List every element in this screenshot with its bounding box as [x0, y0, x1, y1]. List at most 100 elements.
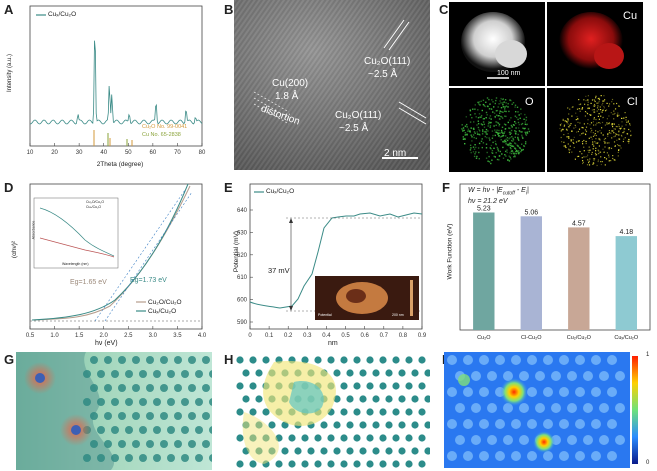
panel-d-ylabel: (αhν)²: [11, 240, 19, 259]
xrd-xtick-label: 40: [100, 150, 107, 156]
kpfm-xtick-label: 0.4: [322, 333, 331, 339]
xrd-xtick-label: 50: [125, 150, 132, 156]
panel-e-inset-right: 200 nm: [392, 313, 404, 317]
colorbar-max: 1: [646, 352, 650, 358]
panel-a-ylabel: Intensity (a.u.): [7, 54, 13, 93]
kpfm-xtick-label: 0.2: [284, 333, 293, 339]
panel-d-tauc-plot: 0.5 1.0 1.5 2.0 2.5 3.0 3.5 4.0: [26, 183, 207, 339]
panel-label-h: H: [224, 352, 234, 367]
kpfm-xtick-label: 0.6: [360, 333, 369, 339]
charge-density-difference-h: [234, 352, 430, 470]
work-function-category-label: Cl-Cu₂O: [521, 335, 542, 341]
panel-label-a: A: [4, 2, 14, 17]
hrtem-image: [234, 0, 430, 170]
panel-a-ref2: Cu No. 65-2838: [142, 132, 181, 138]
kpfm-xtick-label: 0.5: [341, 333, 350, 339]
eds-label-cl: Cl: [627, 96, 638, 108]
xrd-xtick-label: 80: [199, 150, 206, 156]
work-function-category-label: Cuₓ/Cu₂O: [614, 335, 639, 341]
eds-label-cu: Cu: [623, 10, 638, 22]
xrd-xtick-label: 70: [174, 150, 181, 156]
kpfm-xtick-label: 0.9: [418, 333, 427, 339]
panel-e-legend: Cuₓ/Cu₂O: [266, 188, 295, 195]
panel-d-inset-xlabel: Wavelength (nm): [62, 262, 89, 266]
work-function-bar: [520, 216, 542, 330]
work-function-category-label: Cu₂O: [477, 335, 491, 341]
work-function-value-label: 4.57: [572, 220, 586, 227]
work-function-value-label: 4.18: [619, 229, 633, 236]
panel-d-xlabel: hν (eV): [95, 340, 118, 347]
kpfm-xtick-label: 0.7: [380, 333, 389, 339]
work-function-bar: [568, 227, 590, 330]
hrtem-ann-cu2o-1-d: ~2.5 Å: [368, 69, 398, 80]
panel-g: G: [0, 350, 215, 471]
panel-e-kpfm-plot: 0 0.1 0.2 0.3 0.4 0.5 0.6 0.7 0.8 0.9 590 600 610 620…: [237, 183, 427, 339]
panel-a-xlabel: 2Theta (degree): [96, 161, 144, 168]
panel-label-g: G: [4, 352, 15, 367]
panel-e-ylabel: Potential (mV): [233, 230, 241, 273]
panel-label-e: E: [224, 180, 233, 195]
kpfm-ytick-label: 590: [237, 320, 248, 326]
tauc-xtick-label: 1.5: [75, 333, 84, 339]
hrtem-ann-cu2o-1: Cu₂O(111): [364, 56, 411, 67]
panel-d-eg2: Eg=1.73 eV: [130, 277, 167, 284]
xrd-xtick-label: 60: [150, 150, 157, 156]
tauc-xtick-label: 1.0: [50, 333, 59, 339]
work-function-value-label: 5.23: [477, 206, 491, 213]
hrtem-ann-cu200-d: 1.8 Å: [275, 91, 299, 102]
panel-label-d: D: [4, 180, 14, 195]
tauc-xtick-label: 4.0: [198, 333, 207, 339]
panel-label-f: F: [442, 180, 450, 195]
kpfm-ytick-label: 640: [237, 208, 248, 214]
kpfm-xtick-label: 0.3: [303, 333, 312, 339]
tauc-xtick-label: 3.0: [149, 333, 158, 339]
hrtem-ann-cu2o-2: Cu₂O(111): [335, 110, 382, 121]
kpfm-xtick-label: 0.8: [399, 333, 408, 339]
work-function-bar: [615, 236, 637, 330]
xrd-xtick-label: 20: [51, 150, 58, 156]
work-function-formula: W = hν - |Ecutoff - Ei|: [468, 187, 529, 197]
panel-d-inset-ylabel: Absorbance: [31, 220, 36, 240]
panel-e-inset-left: Potential: [318, 313, 332, 317]
hrtem-scalebar-label: 2 nm: [384, 148, 407, 159]
panel-c: C 100 nm Cu O Cl: [437, 0, 657, 172]
tauc-xtick-label: 2.0: [100, 333, 109, 339]
panel-e-xlabel: nm: [328, 340, 338, 347]
kpfm-ytick-label: 630: [237, 230, 248, 236]
kpfm-ytick-label: 610: [237, 275, 248, 281]
work-function-category-label: Cu₂/Cu₂O: [567, 335, 592, 341]
kpfm-xtick-label: 0.1: [265, 333, 274, 339]
panel-e: E 0 0.1 0.2 0.3 0.4 0.5 0.6 0.7 0.8 0.9 590 600 610 6…: [220, 178, 435, 348]
tauc-xtick-label: 0.5: [26, 333, 35, 339]
kpfm-ytick-label: 620: [237, 253, 248, 259]
panel-d-legend1: Cu₂O/Cu₂O: [148, 299, 182, 306]
work-function-value-label: 5.06: [524, 209, 538, 216]
panel-label-b: B: [224, 2, 234, 17]
panel-label-i: I: [442, 352, 446, 367]
stm-simulation-map: [444, 352, 638, 468]
eds-mapping: [449, 2, 643, 172]
tauc-xtick-label: 3.5: [173, 333, 182, 339]
xrd-pattern-line: [30, 40, 203, 125]
panel-f: F 5.23 Cu₂O 5.06 Cl-Cu₂O 4.57 Cu₂/Cu₂O 4.18 Cuₓ…: [440, 178, 657, 348]
xrd-xtick-label: 30: [76, 150, 83, 156]
panel-label-c: C: [439, 2, 449, 17]
panel-d-inset-legend2: Cuₓ/Cu₂O: [86, 205, 102, 209]
kpfm-ytick-label: 600: [237, 298, 248, 304]
eds-label-o: O: [525, 96, 534, 108]
tauc-curve-cux: [31, 183, 189, 321]
panel-d-eg1: Eg=1.65 eV: [70, 279, 107, 286]
eds-scalebar-label: 100 nm: [497, 70, 521, 77]
panel-h: H: [220, 350, 435, 471]
hrtem-ann-cu2o-2-d: ~2.5 Å: [339, 123, 369, 134]
work-function-bar-chart: 5.23 Cu₂O 5.06 Cl-Cu₂O 4.57 Cu₂/Cu₂O 4.18 Cuₓ/C…: [459, 183, 651, 341]
xrd-xtick-label: 10: [27, 150, 34, 156]
hrtem-ann-cu200: Cu(200): [272, 78, 309, 89]
colorbar-min: 0: [646, 460, 650, 466]
panel-f-ylabel: Work Function (eV): [446, 223, 454, 280]
panel-d: D 0.5 1.0 1.5 2.0 2.5 3.0 3.5 4.0 Cu₂O/Cu₂O Cuₓ…: [0, 178, 215, 348]
panel-e-delta: 37 mV: [268, 266, 290, 275]
panel-a-legend: Cuₓ/Cu₂O: [48, 11, 77, 18]
panel-d-inset-legend1: Cu₂O/Cu₂O: [86, 200, 105, 204]
panel-b: B Cu(200) 1.8 Å distortion Cu₂O(111) ~2.…: [220, 0, 435, 172]
